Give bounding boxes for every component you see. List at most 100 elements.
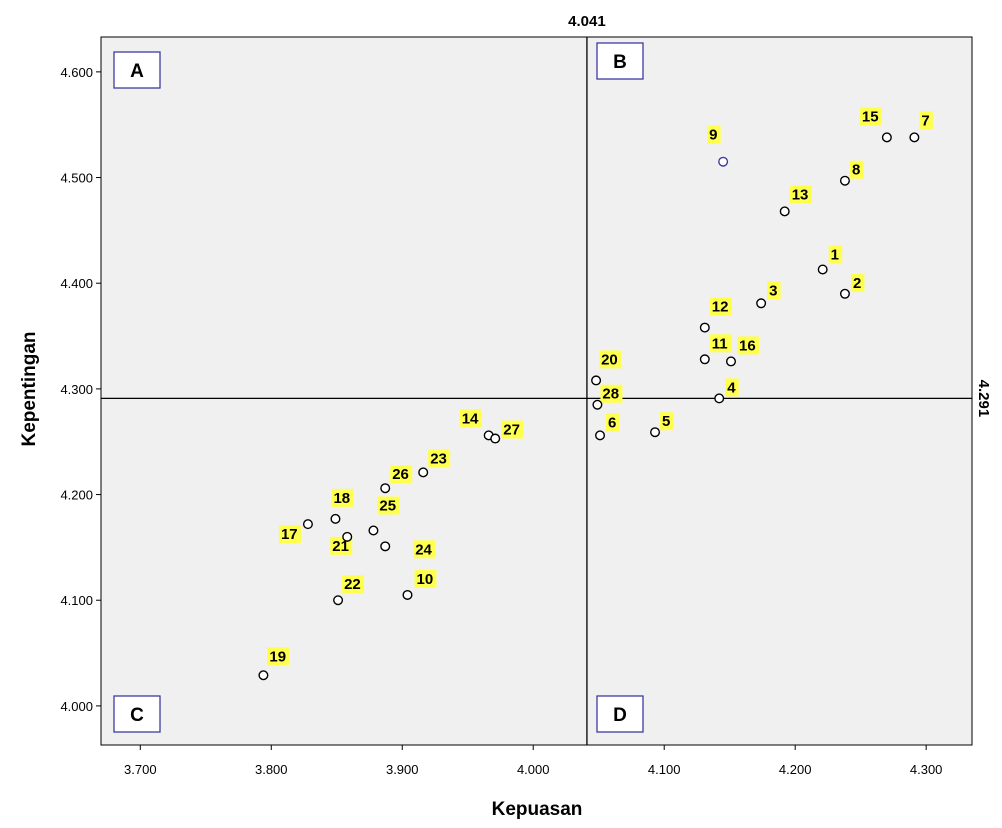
point-label-bg: [459, 409, 482, 428]
data-point-10: [402, 589, 413, 600]
point-label-28: 28: [600, 384, 623, 403]
point-label-23: 23: [428, 449, 451, 468]
data-point-18: [330, 513, 341, 524]
data-point-11: [699, 354, 710, 365]
point-label-16: 16: [737, 336, 760, 355]
y-reference-label: 4.291: [975, 380, 992, 418]
point-label-22: 22: [342, 575, 365, 594]
quadrant-d: D: [596, 695, 644, 733]
quadrant-box: [596, 695, 644, 733]
point-label-text: 15: [862, 108, 879, 125]
quadrant-b: B: [596, 42, 644, 80]
point-label-24: 24: [413, 540, 436, 559]
data-point-20: [591, 375, 602, 386]
quadrant-a: A: [113, 51, 161, 89]
data-point-15: [881, 132, 892, 143]
point-label-text: 23: [430, 450, 447, 467]
quadrant-label: D: [613, 705, 627, 726]
point-label-text: 13: [792, 186, 809, 203]
x-reference-label: 4.041: [568, 13, 606, 30]
point-label-2: 2: [850, 273, 865, 292]
quadrant-label: A: [130, 61, 144, 82]
point-label-bg: [709, 297, 732, 316]
x-tick-label: 4.200: [779, 762, 812, 777]
point-label-bg: [767, 281, 781, 300]
data-point-24: [380, 541, 391, 552]
x-axis-title: Kepuasan: [492, 799, 583, 820]
point-label-bg: [278, 525, 301, 544]
data-point-12: [699, 322, 710, 333]
point-label-bg: [850, 273, 865, 292]
data-point-7: [909, 132, 920, 143]
data-point-5: [650, 427, 661, 438]
point-label-text: 14: [462, 410, 479, 427]
point-label-bg: [919, 111, 933, 130]
point-label-text: 12: [712, 299, 729, 316]
point-label-20: 20: [599, 350, 622, 369]
quadrant-box: [113, 51, 161, 89]
data-point-1: [817, 264, 828, 275]
quadrant-c: C: [113, 695, 161, 733]
point-label-text: 8: [852, 162, 860, 179]
point-label-text: 27: [503, 422, 520, 439]
y-axis-title: Kepentingan: [19, 331, 40, 446]
point-label-25: 25: [377, 496, 400, 515]
point-label-text: 1: [831, 246, 839, 263]
quadrant-label: B: [613, 52, 627, 73]
point-label-text: 4: [727, 379, 736, 396]
point-label-bg: [737, 336, 760, 355]
quadrant-box: [596, 42, 644, 80]
x-tick-label: 4.000: [517, 762, 550, 777]
data-point-26: [380, 483, 391, 494]
point-label-bg: [725, 378, 739, 397]
point-label-8: 8: [849, 160, 864, 179]
y-tick-label: 4.600: [60, 65, 93, 80]
point-label-bg: [849, 160, 864, 179]
data-point-16: [726, 356, 737, 367]
point-label-26: 26: [390, 465, 413, 484]
point-label-bg: [331, 488, 354, 507]
point-label-7: 7: [919, 111, 933, 130]
point-label-1: 1: [828, 245, 843, 264]
point-label-5: 5: [660, 412, 674, 431]
x-tick-label: 4.300: [910, 762, 943, 777]
point-label-text: 2: [853, 275, 861, 292]
point-label-bg: [606, 413, 620, 432]
data-point-27: [490, 433, 501, 444]
point-label-10: 10: [414, 569, 437, 588]
point-label-text: 24: [415, 541, 432, 558]
point-label-text: 25: [379, 497, 396, 514]
point-label-bg: [342, 575, 365, 594]
data-point-4: [714, 393, 725, 404]
point-label-17: 17: [278, 525, 301, 544]
data-point-2: [839, 288, 850, 299]
point-label-text: 11: [712, 335, 728, 352]
point-label-bg: [390, 465, 413, 484]
point-label-bg: [828, 245, 843, 264]
point-label-bg: [789, 185, 812, 204]
point-label-bg: [267, 647, 290, 666]
point-label-21: 21: [330, 536, 353, 555]
quadrant-label: C: [130, 705, 144, 726]
x-tick-label: 4.100: [648, 762, 681, 777]
y-tick-label: 4.100: [60, 593, 93, 608]
point-label-bg: [414, 569, 437, 588]
data-point-25: [368, 525, 379, 536]
point-label-text: 17: [281, 526, 298, 543]
point-label-12: 12: [709, 297, 732, 316]
y-tick-label: 4.000: [60, 699, 93, 714]
y-tick-label: 4.400: [60, 276, 93, 291]
point-label-3: 3: [767, 281, 781, 300]
point-label-14: 14: [459, 409, 482, 428]
point-label-bg: [413, 540, 436, 559]
x-tick-label: 3.900: [386, 762, 419, 777]
data-point-21: [342, 531, 353, 542]
data-point-19: [258, 670, 269, 681]
point-label-text: 26: [392, 466, 409, 483]
point-label-19: 19: [267, 647, 290, 666]
data-point-22: [333, 595, 344, 606]
point-label-text: 18: [333, 490, 350, 507]
point-label-18: 18: [331, 488, 354, 507]
point-label-9: 9: [707, 125, 721, 144]
point-label-text: 9: [709, 127, 717, 144]
